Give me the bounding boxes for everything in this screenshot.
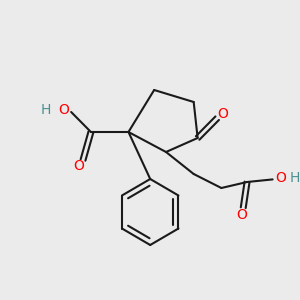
- Text: O: O: [74, 159, 85, 173]
- Text: O: O: [236, 208, 247, 222]
- Text: H: H: [289, 171, 299, 185]
- Text: H: H: [40, 103, 51, 117]
- Text: O: O: [218, 107, 229, 121]
- Text: O: O: [275, 171, 286, 185]
- Text: O: O: [58, 103, 69, 117]
